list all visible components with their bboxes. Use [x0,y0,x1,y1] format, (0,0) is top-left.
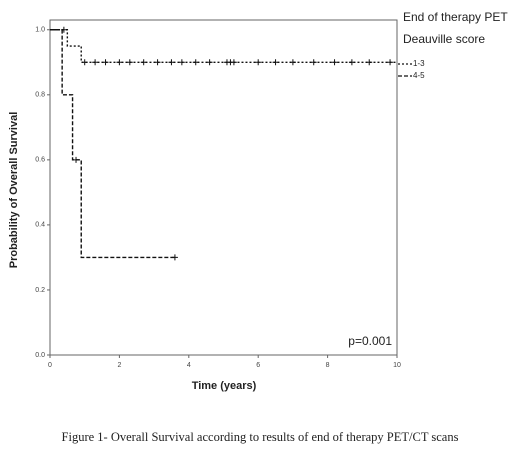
x-tick-label: 4 [187,362,191,369]
y-tick-label: 1.0 [35,27,45,34]
censor-mark [102,59,109,66]
censor-mark [192,59,199,66]
censor-mark [387,59,394,66]
censor-mark [255,59,262,66]
censor-mark [310,59,317,66]
censor-mark [348,59,355,66]
y-tick-label: 0.8 [35,92,45,99]
x-tick-label: 0 [48,362,52,369]
censor-mark [178,59,185,66]
legend-label: 1-3 [413,59,425,68]
survival-curve [50,29,397,63]
y-axis-label: Probability of Overall Survival [8,112,20,269]
caption: Figure 1- Overall Survival according to … [62,430,459,444]
censor-mark [331,59,338,66]
legend-title: Deauville score [403,32,485,46]
survival-curve [50,29,175,259]
x-tick-label: 2 [117,362,121,369]
x-tick-label: 10 [393,362,401,369]
x-tick-label: 6 [256,362,260,369]
censor-mark [206,59,213,66]
y-tick-label: 0.6 [35,157,45,164]
x-axis-label: Time (years) [192,380,257,392]
legend-title: End of therapy PET [403,10,508,24]
censor-mark [92,59,99,66]
censor-mark [366,59,373,66]
censor-mark [171,254,178,261]
plot-frame [49,19,398,356]
x-tick-label: 8 [326,362,330,369]
censor-mark [168,59,175,66]
censor-mark [289,59,296,66]
censor-mark [73,156,80,163]
y-tick-label: 0.0 [35,352,45,359]
y-tick-label: 0.2 [35,287,45,294]
censor-mark [140,59,147,66]
censor-mark [126,59,133,66]
censor-mark [272,59,279,66]
legend-label: 4-5 [413,71,425,80]
y-tick-label: 0.4 [35,222,45,229]
censor-mark [154,59,161,66]
censor-mark [81,59,88,66]
annotation: p=0.001 [348,334,392,348]
censor-mark [230,59,237,66]
censor-mark [116,59,123,66]
